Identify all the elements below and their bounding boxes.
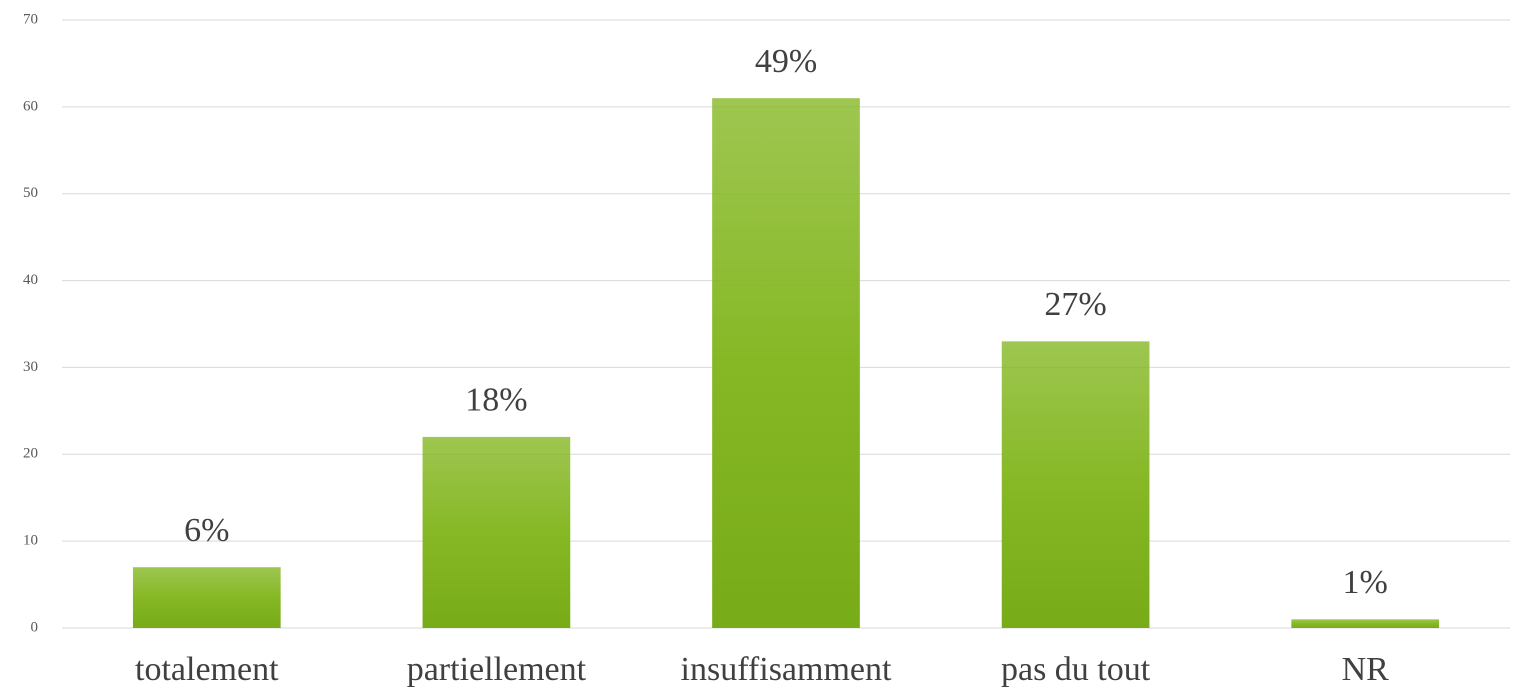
x-tick-label: totalement	[135, 651, 279, 688]
value-label: 18%	[465, 382, 527, 419]
y-tick-label: 20	[23, 446, 38, 462]
x-tick-label: insuffisamment	[681, 651, 892, 688]
x-tick-label: pas du tout	[1001, 651, 1151, 688]
value-label: 1%	[1343, 564, 1388, 601]
x-tick-label: partiellement	[407, 651, 587, 688]
bar	[422, 436, 571, 628]
y-tick-label: 0	[31, 619, 39, 635]
y-tick-label: 50	[23, 185, 38, 201]
y-tick-label: 60	[23, 98, 38, 114]
y-tick-label: 70	[23, 11, 38, 27]
bar	[712, 98, 860, 628]
value-label: 6%	[184, 512, 229, 549]
x-tick-label: NR	[1342, 651, 1390, 688]
y-tick-label: 30	[23, 359, 38, 375]
bar	[1001, 341, 1150, 628]
y-tick-label: 10	[23, 533, 38, 549]
value-label: 49%	[755, 43, 817, 80]
y-tick-label: 40	[23, 272, 38, 288]
value-label: 27%	[1044, 286, 1106, 323]
bar	[1291, 619, 1440, 628]
bar	[132, 567, 281, 628]
